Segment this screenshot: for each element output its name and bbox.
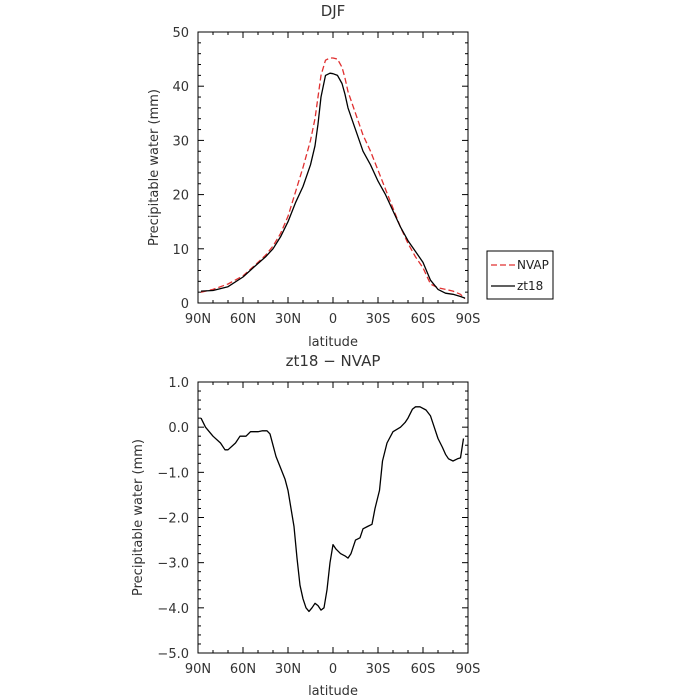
series-line-difference bbox=[200, 406, 465, 613]
x-tick-label: 0 bbox=[329, 662, 337, 677]
y-tick-label: 20 bbox=[172, 189, 189, 204]
y-tick-label: −4.0 bbox=[157, 602, 189, 617]
x-tick-label: 0 bbox=[329, 312, 337, 327]
legend-box bbox=[486, 250, 554, 300]
y-tick-label: −5.0 bbox=[157, 647, 189, 662]
x-tick-label: 30N bbox=[275, 662, 301, 677]
chart-title: zt18 − NVAP bbox=[286, 352, 381, 370]
y-tick-label: 30 bbox=[172, 134, 189, 149]
chart-title: DJF bbox=[321, 2, 346, 20]
x-tick-label: 60N bbox=[230, 662, 256, 677]
y-axis-label: Precipitable water (mm) bbox=[147, 89, 162, 246]
x-tick-label: 60S bbox=[411, 312, 436, 327]
y-axis-label: Precipitable water (mm) bbox=[131, 439, 146, 596]
y-tick-label: −3.0 bbox=[157, 557, 189, 572]
x-tick-label: 30S bbox=[366, 312, 391, 327]
y-tick-label: 10 bbox=[172, 243, 189, 258]
y-tick-label: 0 bbox=[181, 297, 189, 312]
y-tick-label: 1.0 bbox=[168, 376, 189, 391]
x-tick-label: 90N bbox=[185, 662, 211, 677]
x-axis-label: latitude bbox=[308, 684, 358, 699]
x-tick-label: 30N bbox=[275, 312, 301, 327]
series-line-nvap bbox=[200, 57, 466, 300]
x-tick-label: 30S bbox=[366, 662, 391, 677]
legend-label: NVAP bbox=[517, 258, 549, 272]
legend-label: zt18 bbox=[517, 279, 543, 293]
series-line-zt18 bbox=[200, 72, 466, 299]
y-tick-label: 40 bbox=[172, 80, 189, 95]
y-tick-label: −2.0 bbox=[157, 512, 189, 527]
y-tick-label: −1.0 bbox=[157, 466, 189, 481]
chart-2: zt18 − NVAP 90N 60N 30N 0 30S 60S 90S −5.0 −4.0 −3… bbox=[131, 352, 480, 699]
x-tick-label: 90N bbox=[185, 312, 211, 327]
x-tick-label: 90S bbox=[456, 662, 481, 677]
y-tick-label: 50 bbox=[172, 26, 189, 41]
x-axis-label: latitude bbox=[308, 335, 358, 350]
plot-frame bbox=[197, 31, 469, 304]
y-tick-label: 0.0 bbox=[168, 421, 189, 436]
chart-1: DJF 90N 60N 30N 0 30S 60S 90S 0 10 20 30 40 50 latitud… bbox=[147, 2, 554, 350]
x-tick-label: 60N bbox=[230, 312, 256, 327]
x-tick-label: 60S bbox=[411, 662, 436, 677]
x-tick-label: 90S bbox=[456, 312, 481, 327]
plot-frame bbox=[197, 381, 469, 654]
